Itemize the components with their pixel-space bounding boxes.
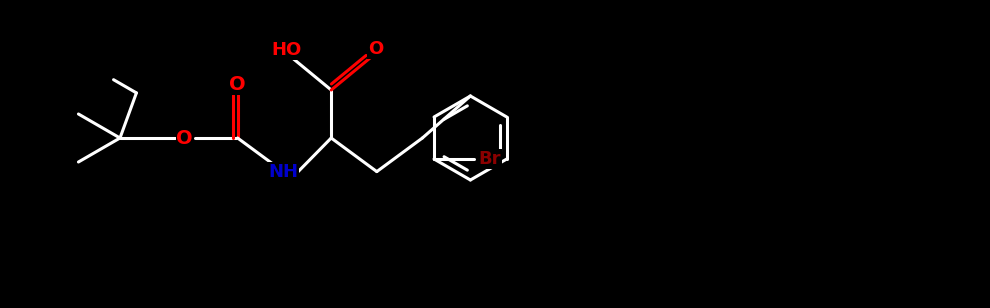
Text: O: O — [230, 75, 246, 94]
Text: O: O — [176, 128, 193, 148]
Text: NH: NH — [268, 163, 298, 180]
Text: HO: HO — [271, 41, 302, 59]
Text: O: O — [368, 40, 384, 59]
Text: Br: Br — [479, 150, 501, 168]
